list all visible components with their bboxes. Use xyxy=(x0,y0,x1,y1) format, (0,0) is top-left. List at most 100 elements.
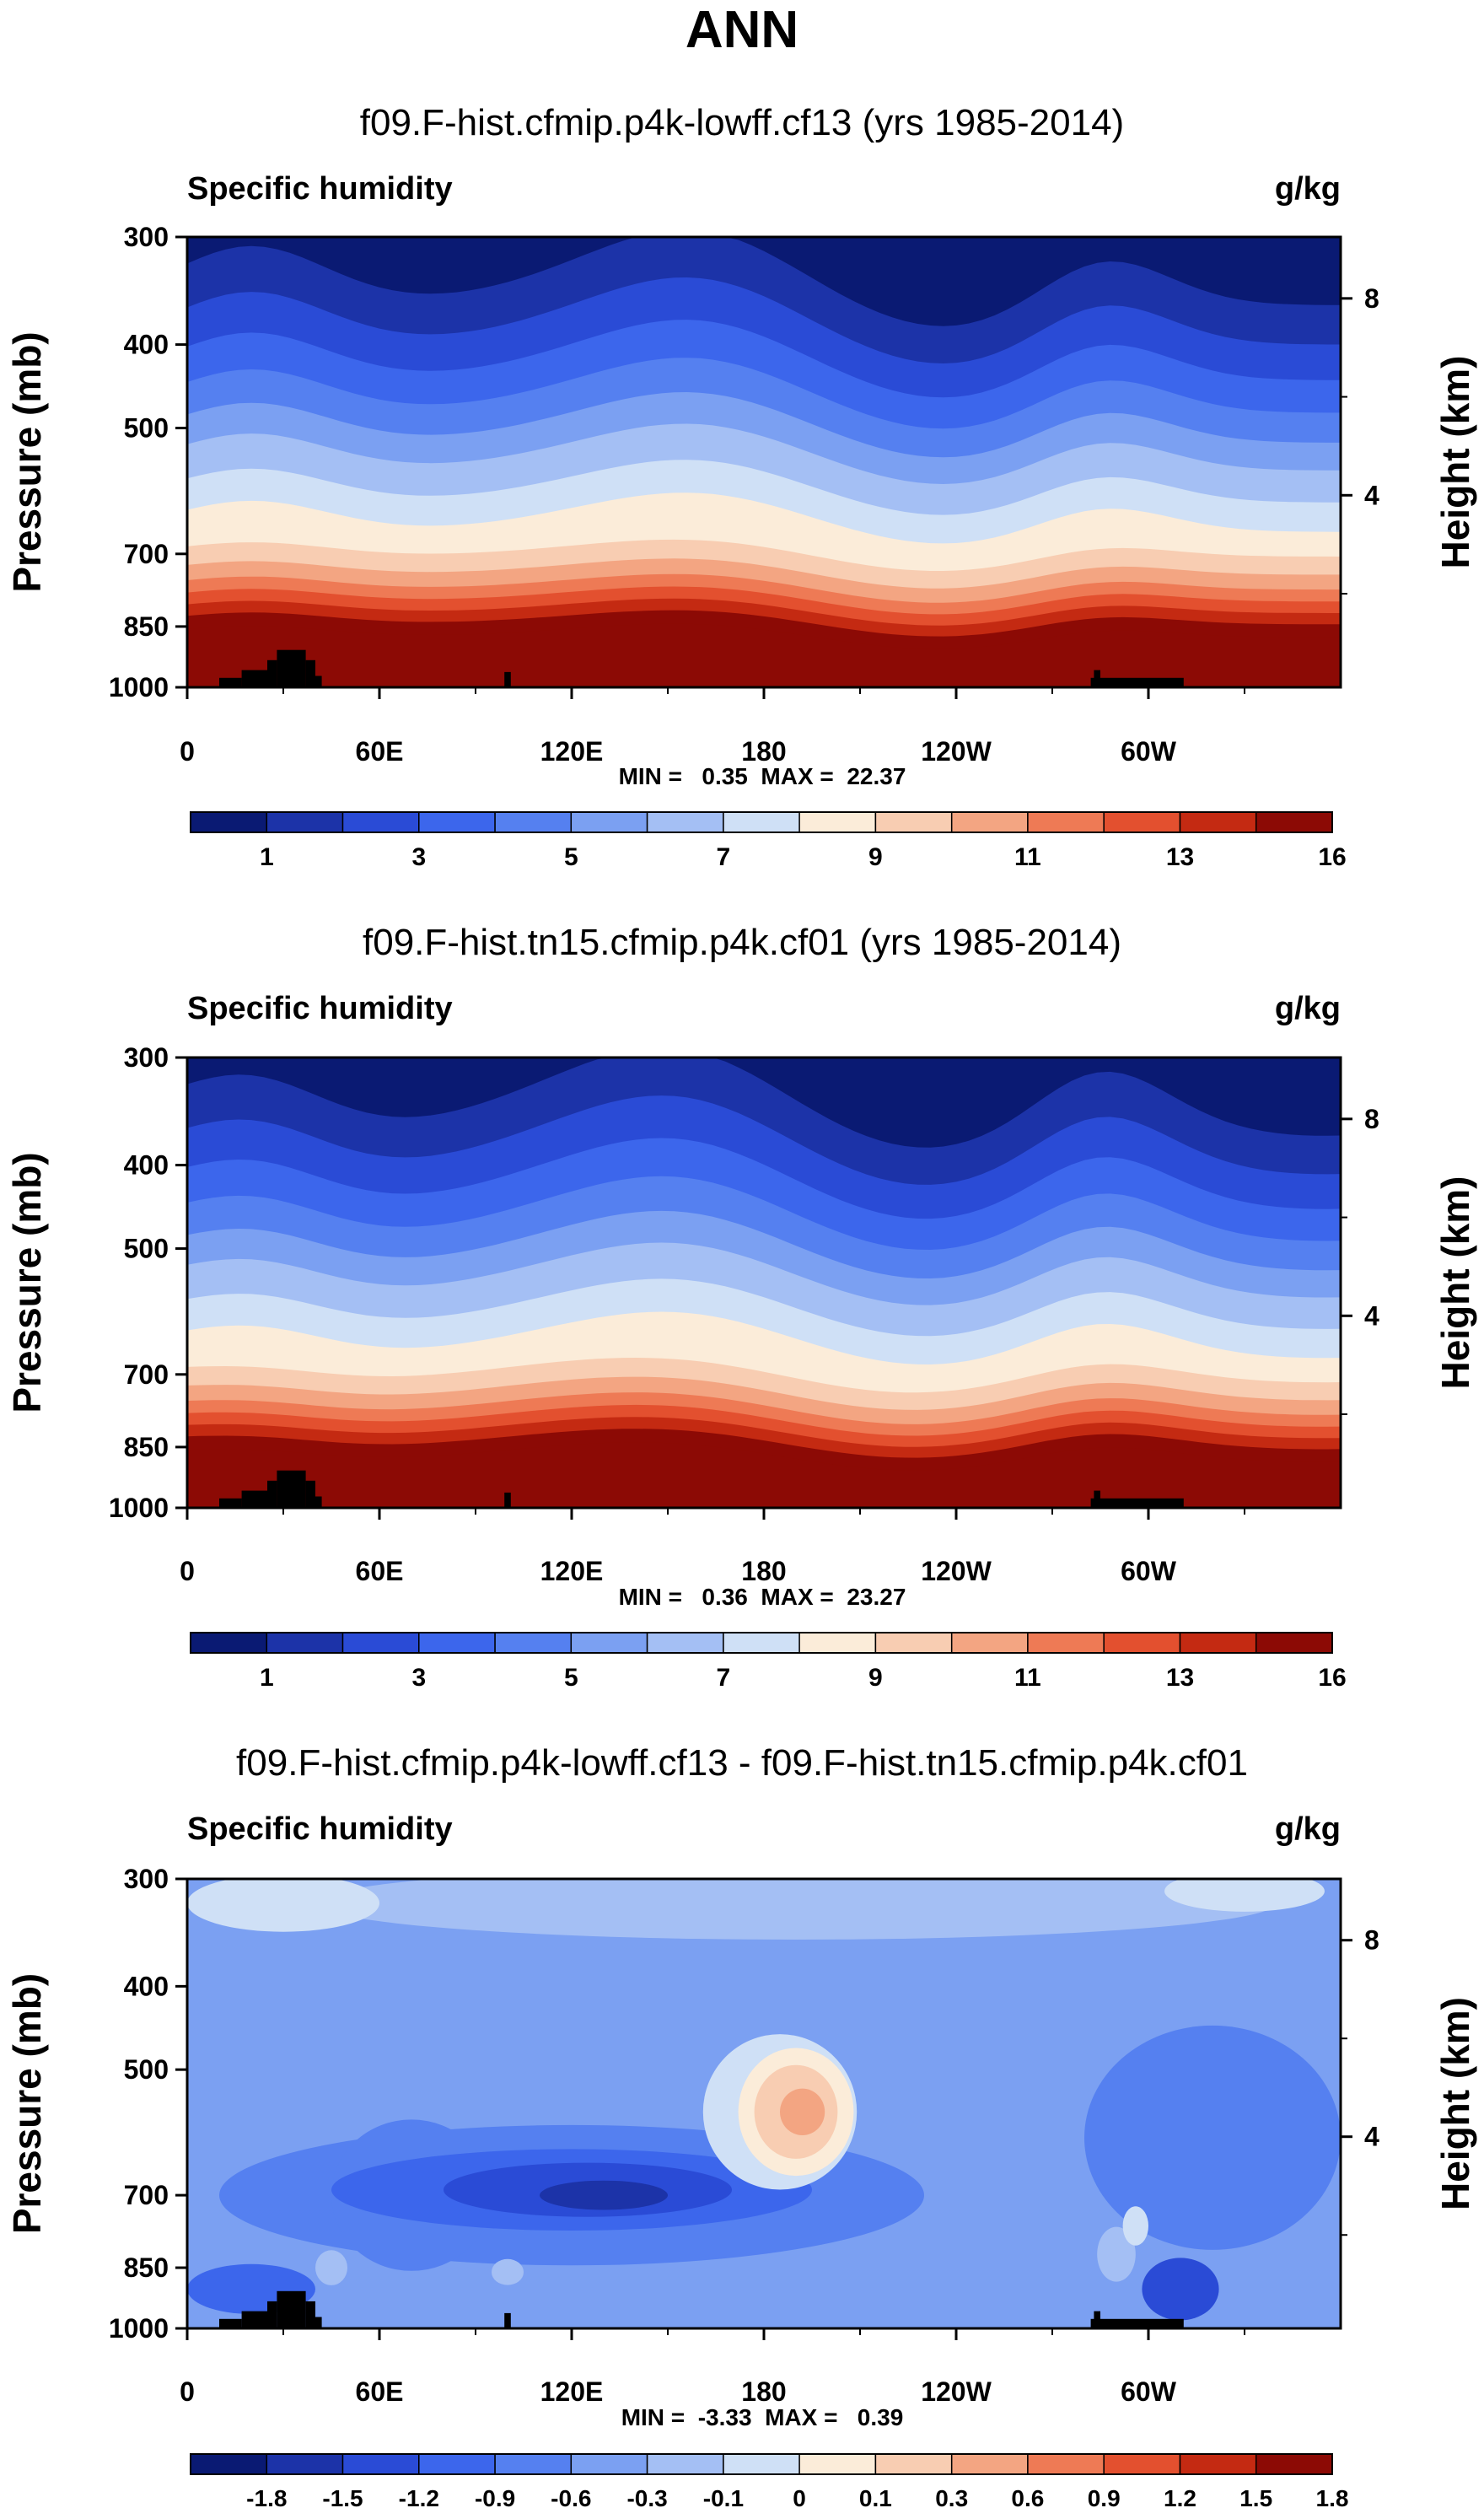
colorbar-box xyxy=(341,811,420,833)
contour-band xyxy=(1164,1879,1325,1912)
y-tick-label: 300 xyxy=(124,1042,169,1073)
topography-block xyxy=(277,2290,306,2328)
y-tick-label: 850 xyxy=(124,2252,169,2283)
topography-block xyxy=(219,2318,242,2328)
x-tick-label: 180 xyxy=(741,1556,786,1586)
x-tick-label: 60E xyxy=(356,1556,404,1586)
x-tick-label: 180 xyxy=(741,736,786,767)
right-tick-label: 8 xyxy=(1364,1925,1379,1956)
topography-block xyxy=(267,1480,277,1508)
colorbar-label: 7 xyxy=(717,1664,731,1692)
colorbar-box xyxy=(341,1632,420,1654)
colorbar: -1.8 -1.5 -1.2 -0.9 -0.6 -0.3 -0.1 0 0.1 0.3 0.6 0.… xyxy=(190,2453,1349,2508)
topography-mask xyxy=(219,1470,1184,1508)
colorbar-label: -1.2 xyxy=(399,2485,439,2508)
x-tick-label: 0 xyxy=(180,1556,195,1586)
colorbar-box xyxy=(494,1632,573,1654)
colorbar-label: 16 xyxy=(1318,1664,1346,1692)
y-axis-label: Pressure (mb) xyxy=(5,1973,49,2234)
y-tick-label: 850 xyxy=(124,1432,169,1462)
colorbar-box xyxy=(190,811,268,833)
units-label: g/kg xyxy=(1275,1811,1341,1847)
variable-label: Specific humidity xyxy=(187,991,453,1026)
variable-label: Specific humidity xyxy=(187,171,453,207)
topography-block xyxy=(1148,677,1184,687)
contour-field xyxy=(187,237,1341,687)
contour-band xyxy=(1097,2226,1136,2282)
colorbar-box xyxy=(418,1632,496,1654)
units-label: g/kg xyxy=(1275,991,1341,1026)
colorbar-box xyxy=(1179,1632,1257,1654)
colorbar-box xyxy=(570,1632,648,1654)
colorbar-box xyxy=(874,811,953,833)
colorbar-label: -0.6 xyxy=(551,2485,591,2508)
contour-band xyxy=(1084,2025,1341,2250)
colorbar-label: -0.9 xyxy=(475,2485,515,2508)
x-tick-label: 120E xyxy=(540,2376,604,2407)
y-tick-label: 400 xyxy=(124,330,169,360)
colorbar-box xyxy=(874,1632,953,1654)
colorbar-label: 1.8 xyxy=(1316,2485,1349,2508)
contour-field xyxy=(187,1058,1341,1508)
colorbar-box xyxy=(646,2453,724,2475)
right-axis-label: Height (km) xyxy=(1433,1176,1477,1390)
colorbar-box xyxy=(1255,1632,1333,1654)
y-tick-label: 1000 xyxy=(109,2313,169,2344)
colorbar-label: 13 xyxy=(1166,1664,1194,1692)
colorbar-label: -1.5 xyxy=(322,2485,363,2508)
y-tick-label: 700 xyxy=(124,539,169,569)
colorbar-box xyxy=(341,2453,420,2475)
colorbar-box xyxy=(1103,1632,1181,1654)
colorbar-box xyxy=(798,811,877,833)
colorbar-box xyxy=(950,2453,1029,2475)
colorbar-label: 13 xyxy=(1166,843,1194,871)
x-tick-label: 60W xyxy=(1121,1556,1177,1586)
x-tick-label: 180 xyxy=(741,2376,786,2407)
colorbar-label: 1 xyxy=(260,1664,274,1692)
contour-band xyxy=(187,623,1341,687)
y-tick-label: 400 xyxy=(124,1971,169,2001)
colorbar-label: -1.8 xyxy=(246,2485,287,2508)
right-tick-label: 4 xyxy=(1364,1300,1379,1331)
colorbar: 1 3 5 7 9 11 13 16 xyxy=(190,1632,1347,1692)
topography-block xyxy=(277,649,306,687)
y-tick-label: 500 xyxy=(124,413,169,444)
x-tick-label: 0 xyxy=(180,2376,195,2407)
contour-band xyxy=(1142,2258,1219,2321)
colorbar-label: 9 xyxy=(868,1664,883,1692)
colorbar-label: 7 xyxy=(717,843,731,871)
colorbar-box xyxy=(570,2453,648,2475)
contour-band xyxy=(780,2088,825,2135)
colorbar-frame xyxy=(190,811,1333,833)
right-tick-label: 4 xyxy=(1364,2122,1379,2152)
min-max-stats: MIN = 0.35 MAX = 22.37 xyxy=(619,763,906,789)
colorbar-box xyxy=(418,811,496,833)
colorbar-label: 1 xyxy=(260,843,274,871)
contour-band xyxy=(187,1442,1341,1508)
colorbar-box xyxy=(1027,1632,1105,1654)
y-tick-label: 400 xyxy=(124,1150,169,1181)
colorbar-label: 11 xyxy=(1014,843,1041,871)
colorbar-label: 5 xyxy=(564,843,578,871)
y-tick-label: 850 xyxy=(124,611,169,642)
y-tick-label: 700 xyxy=(124,1359,169,1390)
y-axis-label: Pressure (mb) xyxy=(5,331,49,592)
right-tick-label: 4 xyxy=(1364,480,1379,510)
topography-block xyxy=(267,659,277,687)
topography-block xyxy=(315,1496,322,1508)
colorbar-label: 0.9 xyxy=(1088,2485,1121,2508)
x-tick-label: 120W xyxy=(921,2376,992,2407)
topography-block xyxy=(1090,677,1148,687)
colorbar-label: 0.1 xyxy=(859,2485,892,2508)
x-tick-label: 120W xyxy=(921,736,992,767)
colorbar-box xyxy=(190,1632,268,1654)
y-tick-label: 1000 xyxy=(109,1493,169,1523)
x-tick-label: 0 xyxy=(180,736,195,767)
colorbar-label: -0.3 xyxy=(626,2485,667,2508)
topography-block xyxy=(1148,2318,1184,2328)
colorbar-box xyxy=(646,1632,724,1654)
y-tick-label: 300 xyxy=(124,222,169,252)
x-tick-label: 120W xyxy=(921,1556,992,1586)
y-tick-label: 500 xyxy=(124,1234,169,1264)
